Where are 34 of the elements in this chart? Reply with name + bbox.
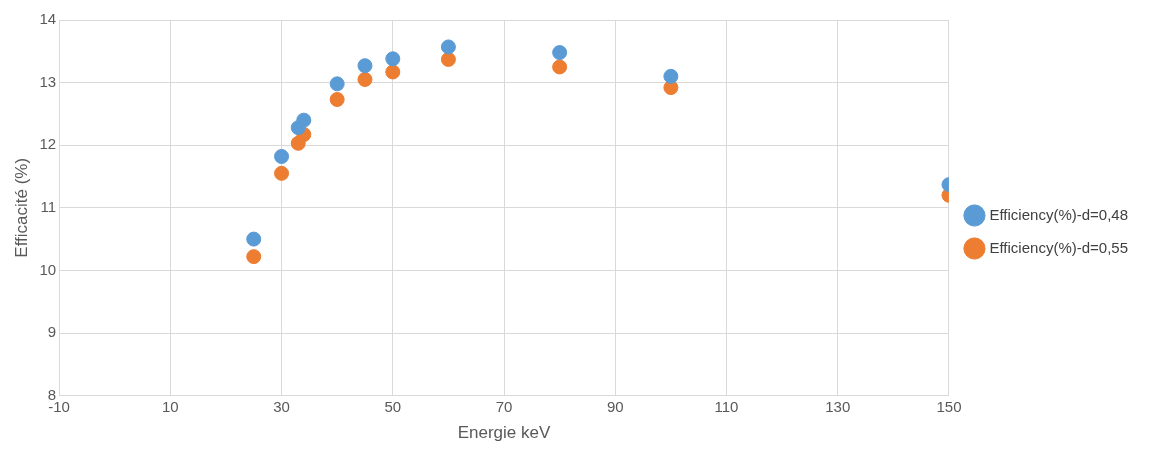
point (274, 148, 290, 164)
legend-label: Efficiency(%)-d=0,48 (989, 205, 1129, 223)
y-tick-label: 14 (39, 10, 57, 28)
point (663, 68, 679, 84)
point (329, 76, 345, 92)
point (440, 51, 456, 67)
x-tick-label: 50 (384, 397, 402, 415)
point (385, 64, 401, 80)
point (385, 51, 401, 67)
point (357, 71, 373, 87)
x-tick-label: 150 (936, 397, 962, 415)
x-tick-label: 30 (273, 397, 290, 415)
x-tick-label: 110 (714, 397, 739, 415)
point (552, 59, 568, 75)
point (329, 92, 345, 107)
y-tick-label: 11 (40, 197, 57, 215)
point (246, 231, 262, 247)
y-tick-label: 13 (39, 72, 57, 90)
legend-label: Efficiency(%)-d=0,55 (989, 238, 1129, 256)
point (296, 112, 312, 128)
x-tick-label: 130 (825, 397, 851, 415)
point (552, 45, 568, 61)
point (357, 58, 373, 74)
x-tick-label: 70 (495, 397, 513, 415)
x-tick-label: 10 (161, 397, 179, 415)
y-axis-title: Efficacité (%) (11, 157, 31, 258)
point (274, 165, 290, 181)
x-tick-label: 90 (606, 397, 624, 415)
y-tick-label: 12 (39, 135, 57, 153)
y-tick-label: 9 (47, 323, 57, 341)
x-axis-title: Energie keV (457, 423, 551, 443)
point (440, 39, 456, 55)
y-tick-label: 10 (39, 260, 57, 278)
point (246, 249, 262, 265)
